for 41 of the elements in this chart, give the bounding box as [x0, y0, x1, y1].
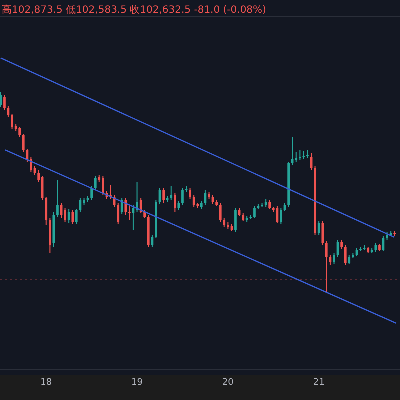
candlestick [325, 240, 328, 292]
candlestick [182, 188, 184, 206]
candlestick [344, 244, 347, 266]
text: 高102,873.5 低102,583.5 收102,632.5 -81.0 (-0.08%) [2, 4, 267, 16]
candlestick [120, 198, 124, 214]
candlestick [4, 94, 6, 110]
candlestick [128, 204, 131, 220]
candlestick [140, 198, 142, 214]
candlestick [174, 192, 176, 212]
x-tick-label: 19 [132, 378, 144, 388]
candlestick [124, 198, 128, 216]
candlestick [68, 208, 70, 224]
candlestick [234, 208, 237, 232]
candlestick [56, 180, 59, 218]
candlestick [75, 208, 78, 224]
candlestick [192, 194, 196, 208]
candlestick [64, 208, 66, 222]
candlestick [170, 186, 173, 200]
candlestick [299, 150, 302, 160]
candlestick [295, 152, 298, 162]
candlestick [18, 126, 21, 138]
candlestick [22, 134, 25, 152]
candlestick [280, 208, 282, 224]
candlestick [333, 252, 336, 264]
candlestick [45, 196, 48, 226]
candlestick [90, 186, 93, 200]
candlestick [102, 176, 104, 196]
candlestick [254, 206, 256, 218]
x-tick-label: 20 [222, 378, 234, 388]
candlestick [219, 202, 222, 222]
candlestick [117, 202, 120, 224]
x-tick-label: 18 [40, 378, 52, 388]
candlestick [0, 92, 2, 108]
candlestick [94, 176, 97, 190]
candlestick [72, 210, 74, 224]
x-tick-label: 21 [313, 378, 325, 388]
candlestick [11, 114, 14, 130]
candlestick [322, 220, 324, 246]
candlestick [162, 188, 165, 204]
candlestick [189, 188, 192, 200]
candlestick [318, 220, 320, 236]
